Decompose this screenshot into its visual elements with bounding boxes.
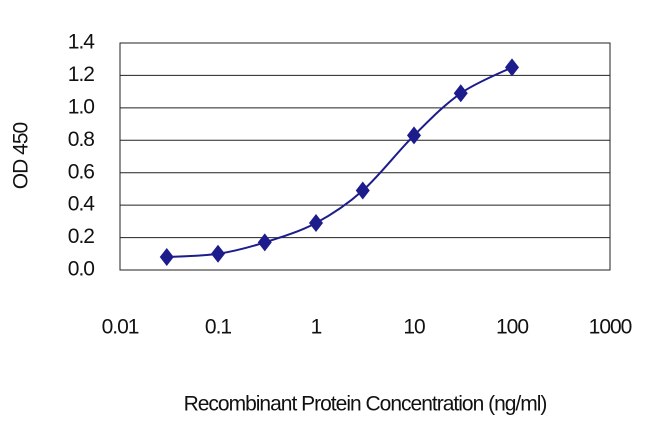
y-tick-label: 0.4 — [68, 193, 96, 216]
y-tick-label: 1.2 — [68, 63, 95, 86]
marker — [453, 84, 468, 103]
x-tick-label: 1 — [311, 316, 322, 339]
y-tick-label: 0.0 — [68, 258, 95, 281]
marker — [355, 181, 370, 200]
marker — [257, 233, 272, 252]
marker — [407, 126, 421, 145]
marker — [159, 248, 174, 267]
marker — [211, 244, 225, 263]
x-tick-label: 100 — [496, 316, 528, 339]
plot-frame — [119, 42, 611, 271]
x-axis-label: Recombinant Protein Concentration (ng/ml… — [184, 393, 547, 416]
marker — [309, 213, 323, 232]
x-tick-label: 0.1 — [205, 316, 232, 339]
x-tick-label: 10 — [403, 316, 425, 339]
y-tick-label: 0.6 — [68, 160, 95, 183]
y-tick-label: 0.2 — [68, 225, 95, 248]
y-tick-label: 1.4 — [68, 31, 96, 54]
x-tick-label: 1000 — [589, 316, 632, 339]
marker — [505, 58, 519, 77]
x-tick-label: 0.01 — [102, 316, 139, 339]
y-axis-label: OD 450 — [10, 122, 33, 189]
y-tick-label: 1.0 — [68, 95, 95, 118]
y-tick-label: 0.8 — [68, 128, 95, 151]
